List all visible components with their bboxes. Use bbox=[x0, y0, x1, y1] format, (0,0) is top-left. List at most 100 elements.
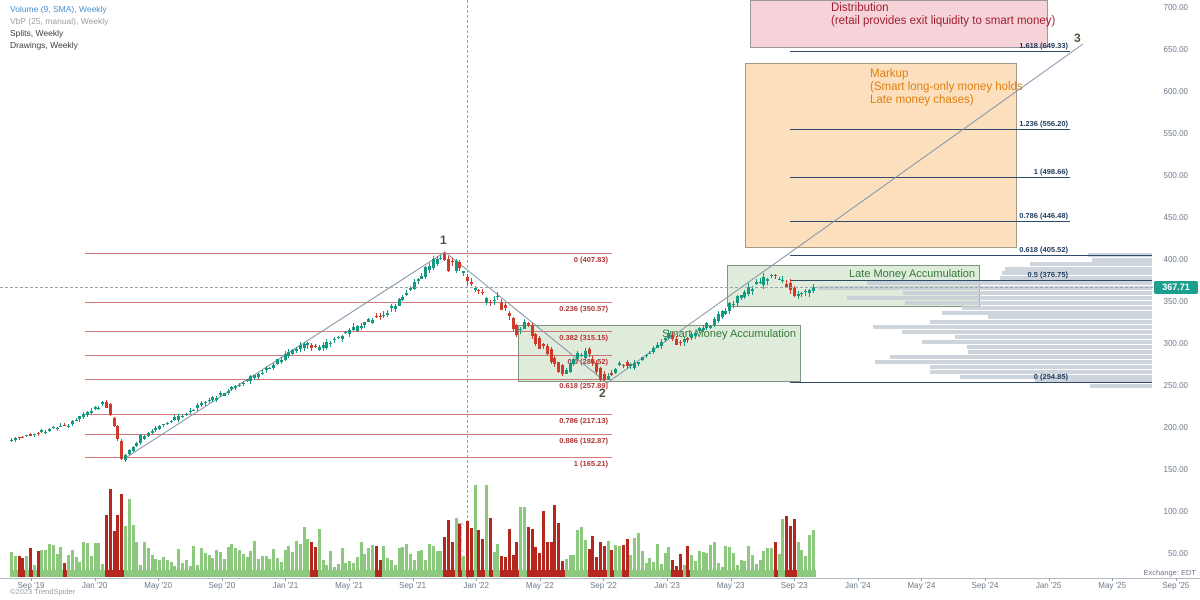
volume-bar bbox=[485, 484, 488, 577]
direction-strip-cell bbox=[602, 570, 607, 577]
time-axis-tick bbox=[857, 578, 859, 581]
legend-item-drawings[interactable]: Drawings, Weekly bbox=[10, 40, 78, 50]
direction-strip-cell bbox=[534, 570, 539, 577]
time-axis-line bbox=[0, 578, 1200, 579]
candle-up bbox=[93, 406, 97, 409]
direction-strip-cell bbox=[450, 570, 455, 577]
time-axis-label: May '21 bbox=[335, 581, 363, 590]
candle-up bbox=[260, 372, 264, 374]
direction-strip-cell bbox=[405, 570, 409, 577]
candle-up bbox=[184, 414, 188, 416]
time-axis[interactable]: Sep '19 Jan '20 May '20 Sep '20 Jan '21 May '… bbox=[0, 578, 1200, 592]
vbp-start-line[interactable] bbox=[467, 0, 468, 578]
direction-strip-cell bbox=[732, 570, 736, 577]
current-price-badge: 367.71 bbox=[1154, 281, 1198, 294]
candle-up bbox=[758, 281, 762, 284]
time-axis-tick bbox=[1112, 578, 1114, 581]
fib-extension-line[interactable] bbox=[790, 220, 1070, 222]
candle-up bbox=[367, 318, 371, 322]
volume-bar bbox=[690, 554, 694, 577]
candle-up bbox=[317, 346, 321, 350]
candle-down bbox=[686, 338, 690, 340]
candle-up bbox=[439, 257, 443, 260]
direction-strip-cell bbox=[340, 570, 345, 577]
direction-strip-cell bbox=[283, 570, 288, 577]
candle-up bbox=[724, 310, 728, 314]
volume-bar bbox=[439, 550, 443, 577]
volume-bar bbox=[55, 554, 59, 577]
candle-up bbox=[652, 347, 656, 353]
volume-bar bbox=[230, 544, 234, 577]
smart-money-accumulation-zone[interactable]: Smart Money Accumulation bbox=[518, 325, 801, 382]
candle-down bbox=[36, 433, 40, 435]
volume-bar bbox=[728, 546, 732, 577]
volume-bar bbox=[367, 548, 371, 577]
candle-wick bbox=[60, 423, 62, 428]
candle-up bbox=[637, 362, 640, 365]
fib-extension-line[interactable] bbox=[790, 128, 1070, 130]
volume-bar bbox=[51, 544, 55, 577]
candle-up bbox=[705, 323, 709, 329]
volume-bar bbox=[542, 511, 545, 577]
fib-retracement-line[interactable] bbox=[85, 433, 612, 435]
volume-bar bbox=[701, 552, 705, 577]
direction-strip-cell bbox=[766, 570, 770, 577]
fib-retracement-line[interactable] bbox=[85, 413, 612, 415]
volume-bar bbox=[602, 546, 606, 577]
legend-item-volume[interactable]: Volume (9, SMA), Weekly bbox=[10, 4, 107, 14]
distribution-zone[interactable]: Distribution (retail provides exit liquid… bbox=[750, 0, 1055, 48]
volume-bar bbox=[462, 556, 466, 577]
candle-up bbox=[173, 417, 177, 420]
time-axis-label: May '22 bbox=[525, 581, 554, 590]
volume-bar bbox=[595, 556, 599, 577]
price-axis[interactable]: 700.00 650.00 600.00 550.00 500.00 450.00 400.… bbox=[1146, 0, 1200, 578]
volume-bar bbox=[549, 542, 553, 577]
markup-zone[interactable]: Markup (Smart long-only money holds Late m… bbox=[745, 63, 1023, 248]
fib-retracement-label: 0.886 (192.87) bbox=[559, 435, 608, 445]
direction-strip-cell bbox=[678, 570, 683, 577]
volume-bar bbox=[458, 523, 462, 577]
fib-retracement-line[interactable] bbox=[85, 355, 612, 357]
candle-up bbox=[523, 322, 526, 329]
candle-up bbox=[55, 427, 59, 429]
candle-up bbox=[40, 430, 44, 433]
candle-wick bbox=[774, 274, 776, 280]
candle-wick bbox=[581, 353, 582, 357]
volume-bar bbox=[678, 554, 682, 577]
fib-extension-line[interactable] bbox=[790, 381, 1152, 383]
fib-retracement-line[interactable] bbox=[85, 301, 612, 303]
direction-strip-cell bbox=[739, 570, 744, 577]
legend-item-vbp[interactable]: VbP (25, manual), Weekly bbox=[10, 16, 109, 26]
fib-retracement-line[interactable] bbox=[85, 253, 612, 255]
fib-retracement-line[interactable] bbox=[85, 457, 612, 459]
candle-down bbox=[526, 323, 530, 326]
candle-down bbox=[789, 282, 792, 291]
direction-strip-cell bbox=[473, 570, 478, 577]
vbp-bar bbox=[967, 345, 1152, 350]
candle-wick bbox=[482, 288, 484, 295]
price-axis-label: 250.00 bbox=[1163, 381, 1188, 390]
fib-extension-line[interactable] bbox=[790, 255, 1152, 257]
direction-strip-cell bbox=[219, 570, 223, 577]
vbp-bar bbox=[968, 349, 1152, 354]
direction-strip-cell bbox=[409, 570, 413, 577]
volume-bar bbox=[317, 528, 321, 577]
candle-up bbox=[325, 342, 329, 348]
volume-bar bbox=[511, 554, 515, 577]
candle-up bbox=[386, 312, 390, 315]
candle-down bbox=[671, 335, 675, 340]
candle-wick bbox=[638, 361, 639, 367]
time-axis-tick bbox=[349, 578, 350, 581]
fib-extension-line[interactable] bbox=[790, 50, 1070, 52]
fib-extension-line[interactable] bbox=[790, 279, 1152, 281]
volume-bar bbox=[131, 525, 135, 577]
fib-retracement-line[interactable] bbox=[85, 379, 612, 381]
volume-bar bbox=[86, 543, 89, 577]
legend-item-splits[interactable]: Splits, Weekly bbox=[10, 28, 64, 38]
fib-extension-line[interactable] bbox=[790, 177, 1070, 179]
candle-down bbox=[310, 345, 314, 348]
direction-strip-cell bbox=[116, 570, 121, 577]
direction-strip-cell bbox=[591, 570, 596, 577]
time-axis-label: Sep '23 bbox=[780, 581, 808, 590]
